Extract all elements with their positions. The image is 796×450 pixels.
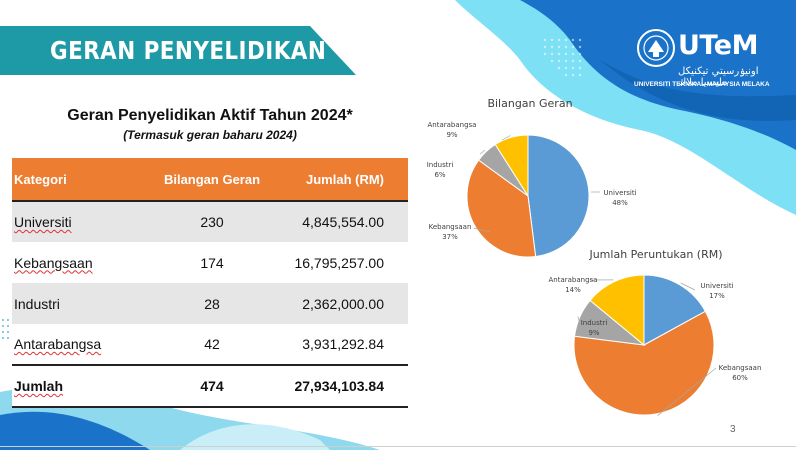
logo-jawi-text: اونيۏرسيتي تيكنيكل مليسيا ملاك — [678, 66, 759, 88]
cell-kategori: Industri — [12, 283, 142, 324]
pie-category-label-universiti: Universiti — [603, 189, 636, 197]
pie-category-label-universiti: Universiti — [700, 282, 733, 290]
pie-slice-universiti — [643, 274, 707, 346]
chart-title: Bilangan Geran — [487, 97, 572, 110]
cell-jumlah: 2,362,000.00 — [282, 283, 408, 324]
chart-title: Jumlah Peruntukan (RM) — [588, 248, 722, 261]
grant-table: Kategori Bilangan Geran Jumlah (RM) Univ… — [12, 158, 408, 408]
leader-line-industri — [479, 149, 486, 155]
kategori-text: Antarabangsa — [14, 336, 102, 352]
pie-category-label-antarabangsa: Antarabangsa — [428, 121, 477, 129]
pie-percent-label-kebangsaan: 37% — [442, 233, 458, 241]
deco-bottom-blue — [0, 411, 150, 450]
cell-kategori: Universiti — [12, 201, 142, 242]
cell-bilangan: 174 — [142, 242, 282, 283]
page-title: GERAN PENYELIDIKAN — [50, 36, 327, 65]
total-label-text: Jumlah — [14, 378, 64, 394]
footer-line — [0, 446, 796, 447]
table-row: Industri 28 2,362,000.00 — [12, 283, 408, 324]
logo-text: UTeM — [678, 30, 758, 61]
cell-total-jumlah: 27,934,103.84 — [282, 364, 408, 408]
kategori-text: Industri — [14, 295, 60, 312]
kategori-text: Kebangsaan — [14, 254, 93, 271]
header-kategori: Kategori — [12, 158, 142, 202]
logo-university-name: UNIVERSITI TEKNIKAL MALAYSIA MELAKA — [634, 81, 770, 88]
pie-slice-antarabangsa — [494, 134, 529, 198]
deco-left-dots — [2, 319, 9, 339]
cell-total-bilangan: 474 — [142, 364, 282, 408]
cell-jumlah: 3,931,292.84 — [282, 324, 408, 365]
leader-line-kebangsaan — [657, 367, 717, 416]
pie-chart-bilangan-geran: Bilangan Geran Universiti 48% Kebangsaan 37%… — [427, 97, 637, 258]
pie-slice-kebangsaan — [466, 159, 537, 258]
cell-bilangan: 230 — [142, 201, 282, 242]
title-banner — [0, 26, 356, 75]
table-row: Universiti 230 4,845,554.00 — [12, 201, 408, 242]
leader-line-universiti — [680, 282, 696, 291]
table-header-row: Kategori Bilangan Geran Jumlah (RM) — [12, 158, 408, 202]
pie-category-label-industri: Industri — [581, 319, 608, 327]
table-row: Kebangsaan 174 16,795,257.00 — [12, 242, 408, 283]
cell-bilangan: 42 — [142, 324, 282, 365]
pie-percent-label-antarabangsa: 9% — [446, 131, 457, 139]
utem-logo: UTeM اونيۏرسيتي تيكنيكل مليسيا ملاك UNIV… — [634, 26, 770, 96]
pie-category-label-antarabangsa: Antarabangsa — [549, 276, 598, 284]
leader-line-antarabangsa — [501, 135, 511, 141]
header-jumlah: Jumlah (RM) — [282, 158, 408, 202]
pie-slice-kebangsaan — [573, 310, 715, 416]
leader-line-industri — [577, 316, 581, 326]
cell-bilangan: 28 — [142, 283, 282, 324]
utem-crest-icon — [637, 29, 675, 67]
pie-category-label-kebangsaan: Kebangsaan — [429, 223, 472, 231]
kategori-text: Universiti — [14, 214, 72, 230]
pie-slice-universiti — [527, 134, 590, 258]
pie-percent-label-universiti: 17% — [709, 292, 725, 300]
pie-percent-label-kebangsaan: 60% — [732, 374, 748, 382]
cell-kategori: Antarabangsa — [12, 324, 142, 365]
pie-chart-jumlah-peruntukan: Jumlah Peruntukan (RM) Universiti 17% Keban… — [549, 248, 762, 416]
leader-line-kebangsaan — [473, 227, 491, 233]
deco-bottom-curve — [180, 424, 330, 450]
cell-total-label: Jumlah — [12, 364, 142, 408]
cell-jumlah: 16,795,257.00 — [282, 242, 408, 283]
deco-mid-wave — [600, 60, 796, 121]
deco-dots — [543, 38, 582, 77]
pie-percent-label-industri: 9% — [588, 329, 599, 337]
table-subtitle: (Termasuk geran baharu 2024) — [123, 128, 297, 142]
table-total-row: Jumlah 474 27,934,103.84 — [12, 364, 408, 408]
table-row: Antarabangsa 42 3,931,292.84 — [12, 324, 408, 365]
table-title: Geran Penyelidikan Aktif Tahun 2024* — [67, 107, 353, 124]
cell-jumlah: 4,845,554.00 — [282, 201, 408, 242]
pie-percent-label-antarabangsa: 14% — [565, 286, 581, 294]
pie-category-label-kebangsaan: Kebangsaan — [719, 364, 762, 372]
page-number: 3 — [730, 424, 736, 435]
pie-category-label-industri: Industri — [427, 161, 454, 169]
pie-percent-label-universiti: 48% — [612, 199, 628, 207]
pie-percent-label-industri: 6% — [434, 171, 445, 179]
pie-slice-antarabangsa — [589, 274, 645, 347]
cell-kategori: Kebangsaan — [12, 242, 142, 283]
header-bilangan: Bilangan Geran — [142, 158, 282, 202]
